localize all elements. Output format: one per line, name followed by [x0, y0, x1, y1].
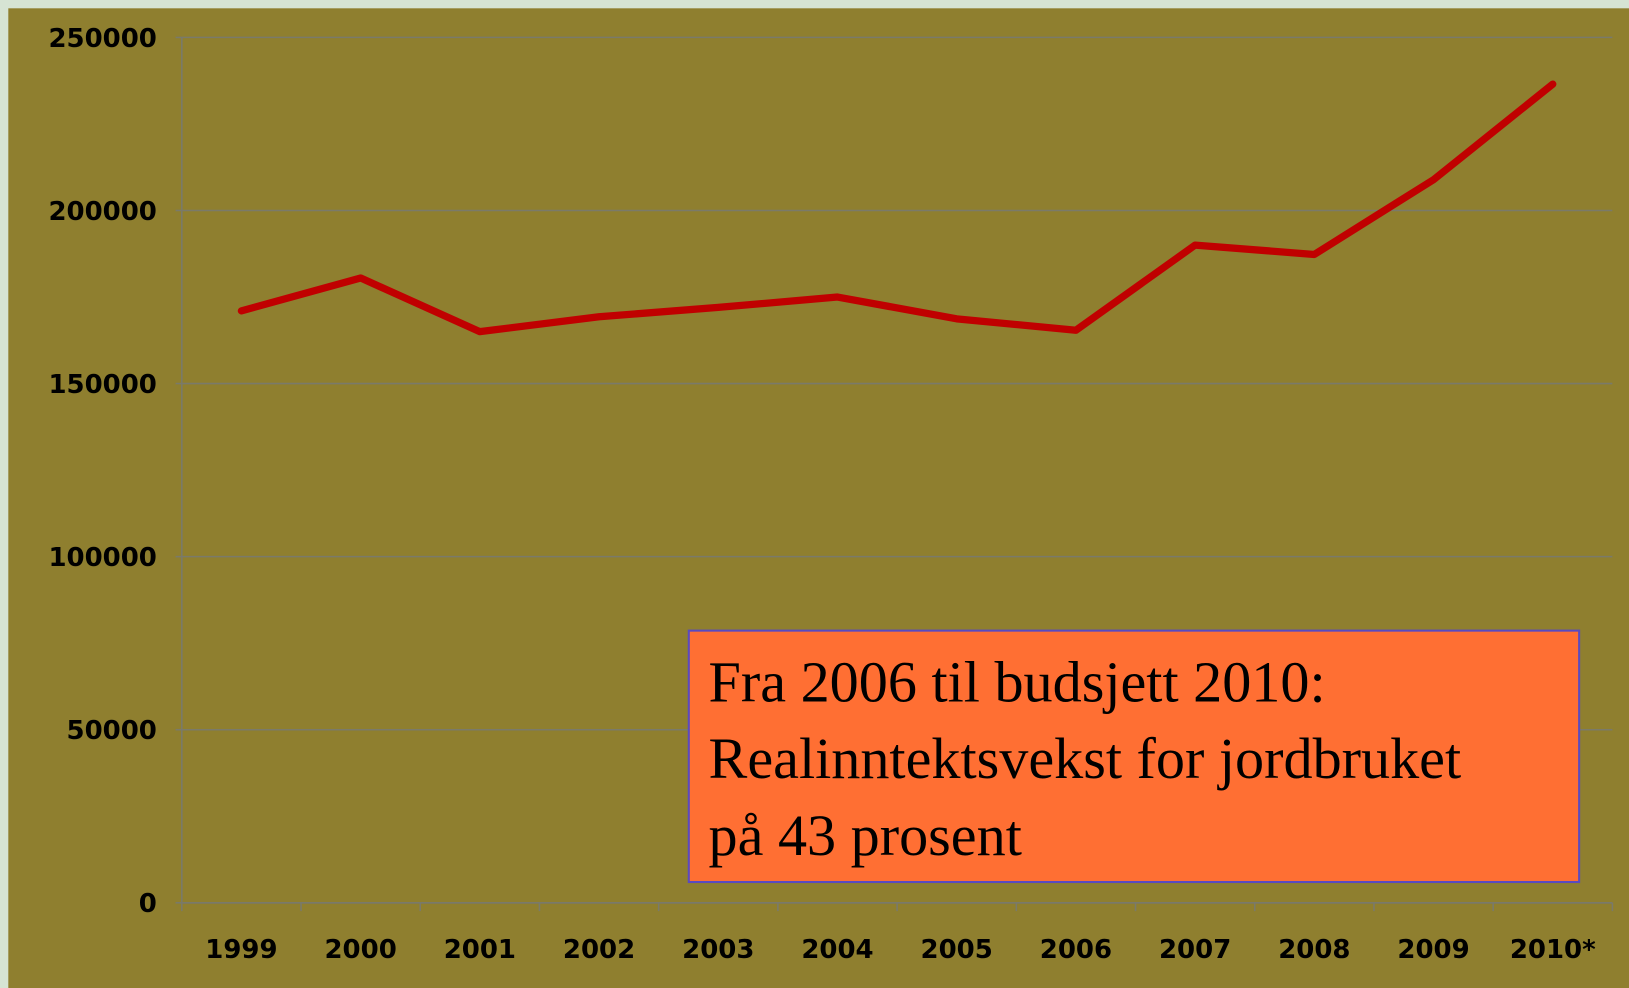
annotation-box	[687, 629, 1581, 884]
axes: 0 50000 100000 150000 200000 250000 1999 2000 20…	[48, 24, 1614, 965]
y-tick-label: 100000	[48, 543, 156, 573]
y-tick-label: 200000	[48, 197, 156, 227]
x-tick-label: 2005	[921, 935, 993, 965]
annotation-line: Fra 2006 til budsjett 2010:	[709, 649, 1326, 714]
y-tick-label: 50000	[67, 716, 157, 746]
y-tick-label: 0	[139, 889, 157, 919]
x-tick-label: 2003	[682, 935, 754, 965]
lines	[237, 80, 1557, 336]
x-tick-label: 2002	[563, 935, 635, 965]
x-tick-label: 2010*	[1510, 935, 1596, 965]
y-tick-label: 150000	[48, 370, 156, 400]
x-tick-label: 2007	[1159, 935, 1231, 965]
annotation: Fra 2006 til budsjett 2010: Realinntektsv…	[687, 629, 1581, 884]
x-tick-label: 2000	[324, 935, 396, 965]
x-tick-label: 1999	[205, 935, 277, 965]
y-tick-label: 250000	[48, 24, 156, 54]
x-tick-label: 2008	[1278, 935, 1350, 965]
annotation-line: Realinntektsvekst for jordbruket	[709, 726, 1462, 791]
x-tick-label: 2009	[1397, 935, 1469, 965]
annotation-line: på 43 prosent	[709, 803, 1022, 868]
x-tick-label: 2001	[444, 935, 516, 965]
x-tick-label: 2006	[1040, 935, 1112, 965]
data-line	[237, 80, 1557, 336]
x-tick-label: 2004	[801, 935, 873, 965]
